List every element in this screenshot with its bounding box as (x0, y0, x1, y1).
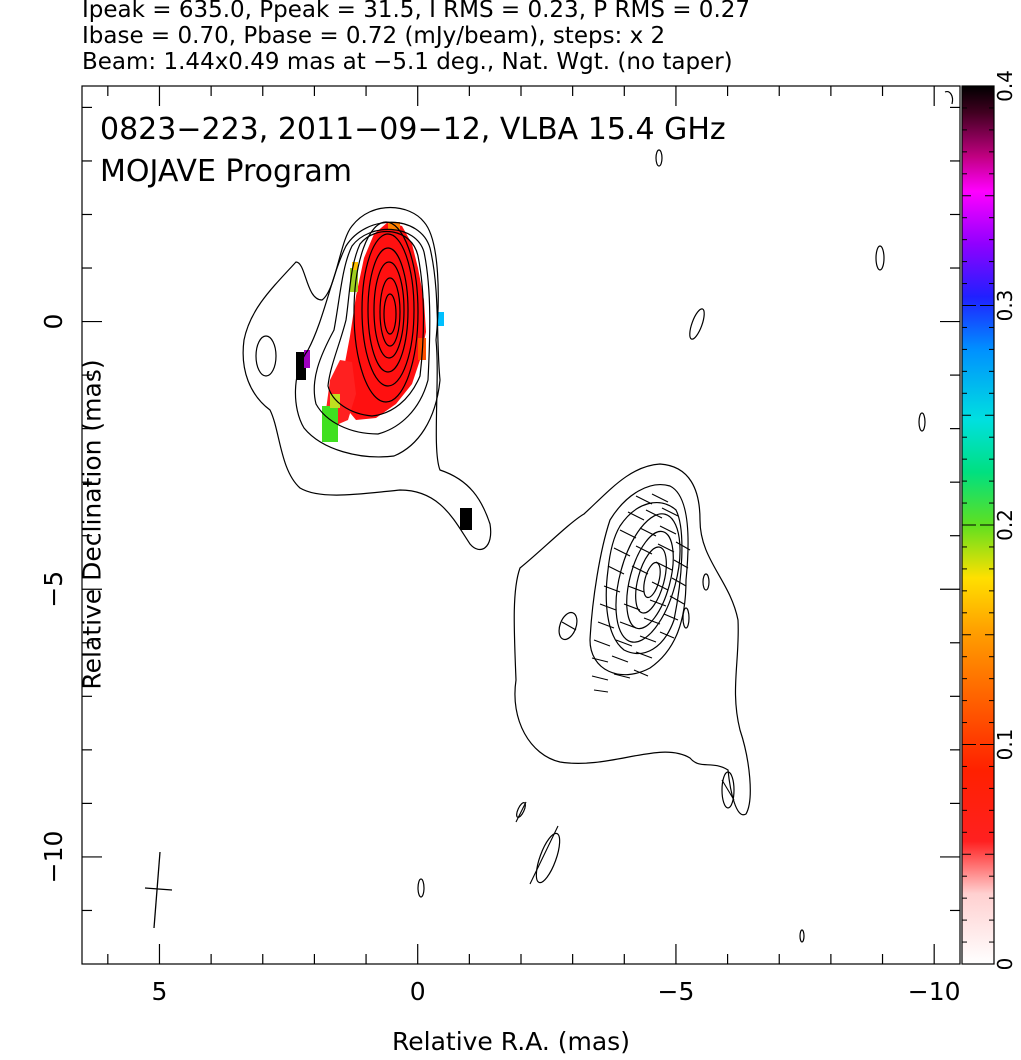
core-contours (242, 206, 492, 550)
header-line-3: Beam: 1.44x0.49 mas at −5.1 deg., Nat. W… (82, 49, 733, 75)
header-line-1: Ipeak = 635.0, Ppeak = 31.5, I RMS = 0.2… (82, 0, 751, 23)
y-tick-label: −5 (39, 571, 68, 608)
colorbar-tick-labels: 0 0.1 0.2 0.3 0.4 (993, 70, 1017, 970)
y-axis-ticks (82, 106, 960, 912)
x-tick-label: −10 (908, 977, 961, 1006)
x-tick-label: 5 (152, 977, 168, 1006)
x-axis-ticks (107, 86, 935, 964)
x-tick-label: −5 (658, 977, 695, 1006)
polarization-color-map (296, 222, 472, 530)
y-axis-label: Relative Declination (mas) (77, 359, 107, 690)
chart-subtitle: MOJAVE Program (100, 154, 353, 189)
header-line-2: Ibase = 0.70, Pbase = 0.72 (mJy/beam), s… (82, 23, 666, 49)
colorbar-ticks (962, 85, 994, 965)
y-axis-tick-labels: 0 −5 −10 (39, 314, 68, 884)
y-tick-label: −10 (39, 831, 68, 884)
x-axis-label: Relative R.A. (mas) (392, 1027, 630, 1056)
colorbar-tick-label: 0.2 (993, 509, 1017, 541)
evpa-vectors (515, 493, 735, 885)
plot-frame (81, 85, 961, 965)
beam-symbol (144, 851, 173, 929)
colorbar-tick-label: 0.3 (993, 290, 1017, 322)
y-tick-label: 0 (39, 314, 68, 330)
x-tick-label: 0 (410, 977, 426, 1006)
chart-title: 0823−223, 2011−09−12, VLBA 15.4 GHz (100, 112, 726, 147)
jet-contours (513, 463, 751, 816)
colorbar-tick-label: 0.1 (993, 729, 1017, 761)
colorbar-tick-label: 0.4 (993, 70, 1017, 102)
noise-contours (417, 91, 954, 943)
colorbar-tick-label: 0 (993, 958, 1017, 971)
x-axis-tick-labels: 5 0 −5 −10 (152, 977, 961, 1006)
